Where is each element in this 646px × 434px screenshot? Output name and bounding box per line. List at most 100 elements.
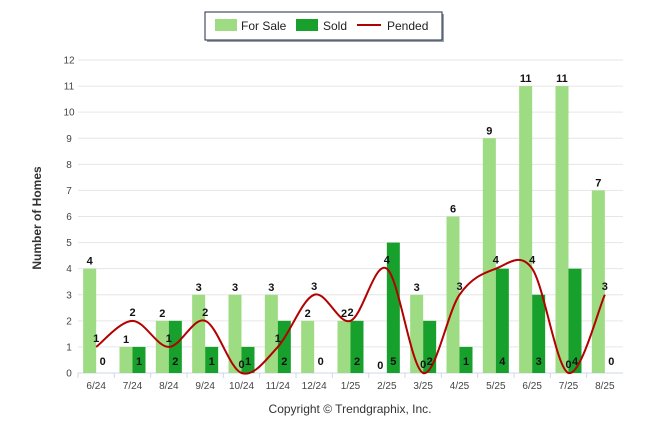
bar-for-sale <box>155 320 169 373</box>
x-tick-label: 12/24 <box>302 381 327 392</box>
data-label-sold: 1 <box>209 356 215 368</box>
y-tick-label: 4 <box>66 264 72 275</box>
data-label-pended: 1 <box>166 333 172 345</box>
legend-frame <box>204 11 443 41</box>
data-label-sold: 2 <box>281 356 287 368</box>
data-label-sold: 2 <box>427 356 433 368</box>
bar-sold <box>168 320 182 373</box>
data-label-sold: 0 <box>608 356 614 368</box>
data-label-pended: 2 <box>202 307 208 319</box>
bar-for-sale <box>337 320 351 373</box>
data-label-for-sale: 11 <box>520 73 532 85</box>
y-tick-label: 8 <box>66 160 72 171</box>
data-label-sold: 1 <box>463 356 469 368</box>
data-label-for-sale: 2 <box>305 308 311 320</box>
y-tick-label: 6 <box>66 212 72 223</box>
bar-for-sale <box>83 268 97 373</box>
data-label-sold: 0 <box>318 356 324 368</box>
data-label-for-sale: 2 <box>159 308 165 320</box>
y-tick-label: 9 <box>66 134 72 145</box>
y-tick-label: 10 <box>63 108 75 119</box>
x-tick-label: 10/24 <box>229 381 254 392</box>
bar-for-sale <box>446 216 460 373</box>
x-tick-label: 8/24 <box>159 381 179 392</box>
y-tick-label: 5 <box>66 238 72 249</box>
data-label-sold: 2 <box>354 356 360 368</box>
data-label-for-sale: 3 <box>196 282 202 294</box>
data-label-pended: 1 <box>275 333 281 345</box>
bar-sold <box>532 294 546 373</box>
data-label-sold: 2 <box>172 356 178 368</box>
x-tick-label: 3/25 <box>413 381 433 392</box>
bar-sold <box>205 346 219 373</box>
data-label-pended: 3 <box>311 281 317 293</box>
data-label-pended: 2 <box>129 307 135 319</box>
data-label-for-sale: 11 <box>556 73 568 85</box>
y-tick-label: 0 <box>66 369 72 380</box>
bar-for-sale <box>228 294 242 373</box>
x-tick-label: 5/25 <box>486 381 506 392</box>
x-tick-label: 2/25 <box>377 381 397 392</box>
data-label-for-sale: 3 <box>232 282 238 294</box>
data-label-sold: 0 <box>100 356 106 368</box>
y-tick-label: 2 <box>66 316 72 327</box>
x-tick-label: 11/24 <box>266 381 291 392</box>
bar-sold <box>459 346 473 373</box>
data-label-for-sale: 6 <box>450 204 456 216</box>
series-line-pended <box>95 258 606 375</box>
data-label-sold: 3 <box>536 356 542 368</box>
data-label-sold: 1 <box>245 356 251 368</box>
data-label-pended: 3 <box>456 281 462 293</box>
data-label-sold: 5 <box>390 356 396 368</box>
y-tick-label: 7 <box>66 186 72 197</box>
x-tick-label: 4/25 <box>450 381 470 392</box>
data-label-pended: 4 <box>384 255 391 267</box>
data-label-for-sale: 1 <box>123 334 129 346</box>
x-tick-label: 8/25 <box>595 381 615 392</box>
bar-for-sale <box>119 346 133 373</box>
data-label-sold: 1 <box>136 356 142 368</box>
y-tick-label: 12 <box>63 56 75 67</box>
legend-label-pended: Pended <box>387 19 428 33</box>
legend-swatch-sold <box>296 19 318 31</box>
data-label-sold: 4 <box>572 356 579 368</box>
x-tick-label: 7/24 <box>123 381 143 392</box>
y-tick-label: 11 <box>64 82 75 93</box>
bar-for-sale <box>555 86 569 373</box>
bar-for-sale <box>519 86 533 373</box>
legend-label-for-sale: For Sale <box>241 19 287 33</box>
data-label-pended: 4 <box>493 255 500 267</box>
bar-sold <box>241 346 255 373</box>
data-label-for-sale: 3 <box>268 282 274 294</box>
data-label-for-sale: 3 <box>414 282 420 294</box>
y-axis-label: Number of Homes <box>30 166 44 270</box>
bar-sold <box>132 346 146 373</box>
bar-sold <box>423 320 437 373</box>
x-tick-label: 9/24 <box>195 381 215 392</box>
bar-for-sale <box>482 138 496 373</box>
x-tick-label: 6/24 <box>86 381 106 392</box>
legend-label-sold: Sold <box>323 19 347 33</box>
data-label-pended: 1 <box>93 333 99 345</box>
x-tick-label: 6/25 <box>522 381 542 392</box>
data-label-pended: 4 <box>529 255 536 267</box>
bar-sold <box>495 268 509 373</box>
legend-swatch-for-sale <box>215 19 237 31</box>
data-label-for-sale: 7 <box>595 177 601 189</box>
y-tick-label: 3 <box>66 290 72 301</box>
x-tick-label: 7/25 <box>559 381 579 392</box>
bar-for-sale <box>264 294 278 373</box>
bar-sold <box>386 242 400 373</box>
x-axis-ticks: 6/24 7/24 8/24 9/24 10/24 11/24 12/24 1/25 2/25 3… <box>77 373 615 392</box>
data-label-for-sale: 4 <box>87 256 94 268</box>
data-label-for-sale: 9 <box>486 125 492 137</box>
copyright-credit: Copyright © Trendgraphix, Inc. <box>269 402 432 416</box>
bar-sold <box>350 320 364 373</box>
bar-sold <box>568 268 582 373</box>
data-label-pended: 2 <box>347 307 353 319</box>
data-label-pended: 0 <box>238 359 244 371</box>
y-tick-label: 1 <box>66 342 72 353</box>
